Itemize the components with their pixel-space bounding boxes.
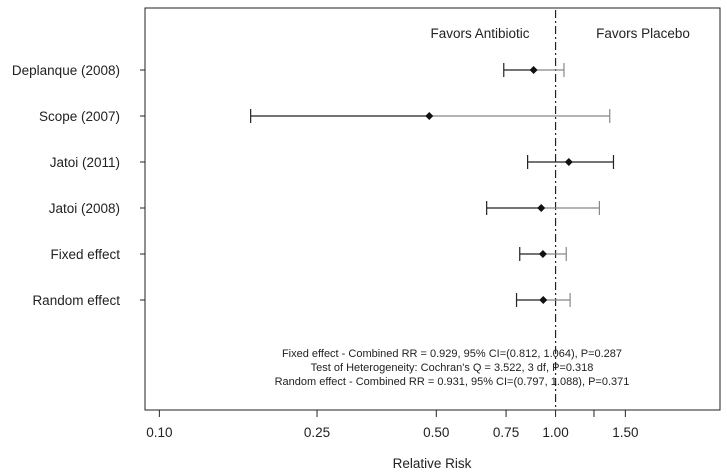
x-tick-label: 0.75	[493, 425, 519, 440]
x-tick-label: 1.50	[612, 425, 638, 440]
point-estimate	[537, 204, 546, 212]
summary-line-random: Random effect - Combined RR = 0.931, 95%…	[275, 376, 630, 388]
x-tick-label: 0.10	[146, 425, 172, 440]
x-axis-label: Relative Risk	[393, 456, 472, 471]
plot-frame	[144, 7, 721, 411]
study-label: Deplanque (2008)	[12, 63, 120, 78]
point-estimate	[564, 158, 573, 166]
study-row: Jatoi (2011)	[50, 155, 615, 170]
study-label: Fixed effect	[50, 247, 120, 262]
point-estimate	[529, 66, 538, 74]
annotation-favors-antibiotic: Favors Antibiotic	[430, 26, 529, 41]
study-row: Jatoi (2008)	[49, 201, 600, 216]
study-label: Random effect	[32, 293, 120, 308]
study-label: Scope (2007)	[39, 109, 120, 124]
x-tick-label: 1.00	[542, 425, 568, 440]
study-row: Deplanque (2008)	[12, 63, 565, 78]
x-tick-label: 0.25	[304, 425, 330, 440]
study-row: Fixed effect	[50, 247, 567, 262]
x-tick-label: 0.50	[423, 425, 449, 440]
study-row: Scope (2007)	[39, 109, 611, 124]
point-estimate	[538, 250, 547, 258]
annotation-favors-placebo: Favors Placebo	[596, 26, 690, 41]
point-estimate	[425, 112, 434, 120]
point-estimate	[539, 296, 548, 304]
study-rows: Deplanque (2008) Scope (2007) Jatoi (2011)…	[12, 63, 615, 308]
study-row: Random effect	[32, 293, 571, 308]
x-axis: 0.10 0.25 0.50 0.75 1.00 1.50	[146, 410, 638, 440]
summary-line-fixed: Fixed effect - Combined RR = 0.929, 95% …	[282, 348, 622, 360]
study-label: Jatoi (2008)	[49, 201, 120, 216]
summary-line-heterogeneity: Test of Heterogeneity: Cochran's Q = 3.5…	[311, 362, 594, 374]
study-label: Jatoi (2011)	[50, 155, 120, 170]
